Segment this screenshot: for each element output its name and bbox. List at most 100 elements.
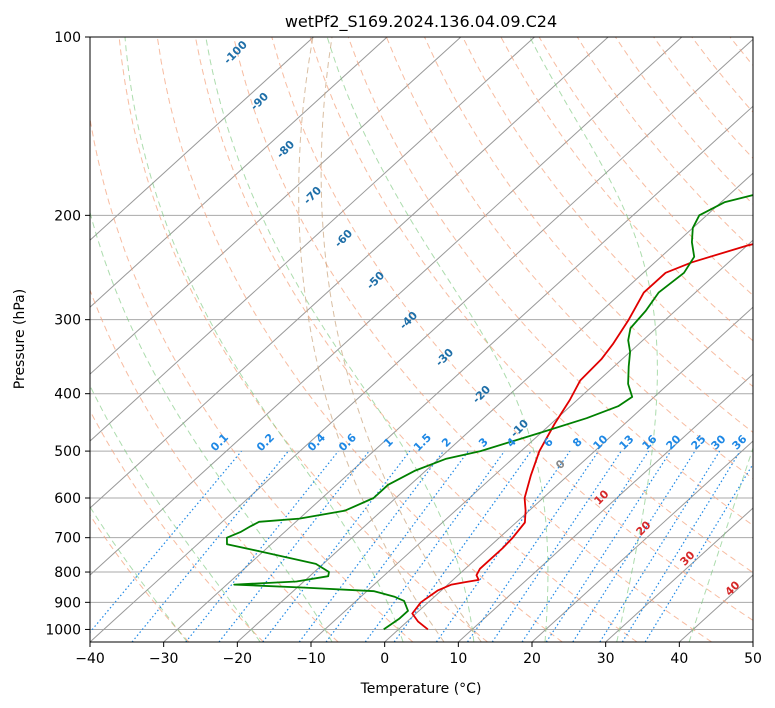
isotherm-grid bbox=[90, 37, 753, 642]
dry-adiabat-line bbox=[271, 37, 753, 621]
isotherm-line bbox=[384, 306, 753, 642]
profile-series bbox=[226, 194, 753, 631]
isotherm-line bbox=[90, 37, 388, 308]
mixing-ratio-label: 6 bbox=[541, 435, 556, 450]
dry-adiabat-line bbox=[309, 37, 753, 574]
mixing-ratio-label: 30 bbox=[709, 432, 729, 452]
mixing-ratio-line bbox=[185, 450, 339, 642]
dry-adiabat-line bbox=[653, 37, 753, 160]
x-tick-label: 40 bbox=[670, 651, 688, 667]
x-tick-label: 10 bbox=[449, 651, 467, 667]
moist-adiabat-line bbox=[90, 505, 188, 642]
x-tick-label: 20 bbox=[523, 651, 541, 667]
isotherm-line bbox=[90, 37, 535, 442]
x-tick-label: 0 bbox=[380, 651, 389, 667]
y-tick-label: 1000 bbox=[45, 622, 81, 638]
isotherm-line bbox=[236, 172, 753, 642]
y-axis-label: Pressure (hPa) bbox=[12, 289, 28, 389]
dry-adiabat-label: -20 bbox=[470, 383, 493, 406]
mixing-ratio-label: 1 bbox=[381, 435, 396, 450]
dry-adiabat-line bbox=[90, 115, 414, 642]
chart-title: wetPf2_S169.2024.136.04.09.C24 bbox=[285, 12, 557, 32]
moist-adiabat-line bbox=[688, 446, 753, 642]
x-tick-label: 50 bbox=[744, 651, 762, 667]
isotherm-line bbox=[605, 507, 753, 642]
mixing-ratio-lines bbox=[90, 450, 753, 642]
isotherm-line bbox=[752, 641, 753, 642]
mixing-ratio-label: 0.4 bbox=[305, 431, 328, 454]
isobar-grid bbox=[90, 37, 753, 630]
y-tick-label: 400 bbox=[54, 387, 81, 403]
dry-adiabat-line bbox=[576, 37, 753, 251]
y-tick-label: 900 bbox=[54, 595, 81, 611]
dry-adiabat-line bbox=[462, 37, 753, 388]
mixing-ratio-line bbox=[621, 450, 741, 642]
isotherm-line bbox=[531, 440, 753, 642]
mixing-ratio-label: 3 bbox=[476, 435, 491, 450]
isotherm-line bbox=[457, 373, 753, 642]
mixing-ratio-line bbox=[298, 450, 445, 642]
dry-adiabat-line bbox=[500, 37, 753, 342]
isotherm-line bbox=[678, 574, 753, 642]
moist-adiabat-line bbox=[90, 384, 261, 642]
mixing-ratio-line bbox=[131, 450, 289, 642]
mixing-ratio-label: 8 bbox=[570, 435, 585, 450]
y-tick-label: 600 bbox=[54, 491, 81, 507]
mixing-ratio-line bbox=[599, 450, 721, 642]
y-axis: 1000 900 800 700 600 500 400 300 200 100 bbox=[45, 30, 90, 638]
dry-adiabat-label: -80 bbox=[274, 138, 297, 161]
dry-adiabat-line bbox=[90, 409, 264, 642]
mixing-ratio-line bbox=[572, 450, 696, 642]
temperature-profile-line bbox=[411, 243, 753, 631]
dewpoint-profile-line bbox=[226, 194, 753, 631]
dry-adiabat-line bbox=[691, 37, 753, 113]
dry-adiabat-label: -60 bbox=[332, 227, 355, 250]
dry-adiabat-line bbox=[233, 37, 712, 642]
moist-adiabat-label: 20 bbox=[634, 518, 654, 538]
mixing-ratio-line bbox=[364, 450, 506, 642]
isotherm-line bbox=[310, 239, 753, 642]
mixing-ratio-line bbox=[218, 450, 370, 642]
dry-adiabat-line bbox=[768, 37, 775, 642]
isotherm-line bbox=[90, 37, 683, 576]
x-axis: −40 −30 −20 −10 0 10 20 30 40 50 bbox=[75, 642, 762, 667]
moist-adiabat-line bbox=[529, 37, 658, 642]
y-tick-label: 700 bbox=[54, 531, 81, 547]
x-tick-label: −20 bbox=[223, 651, 253, 667]
y-tick-label: 500 bbox=[54, 444, 81, 460]
x-tick-label: −40 bbox=[75, 651, 105, 667]
y-tick-label: 100 bbox=[54, 30, 81, 46]
mixing-ratio-line bbox=[545, 450, 672, 642]
mixing-ratio-line bbox=[467, 450, 600, 642]
mixing-ratio-line bbox=[491, 450, 622, 642]
isotherm-line bbox=[90, 37, 609, 509]
mixing-ratio-line bbox=[90, 450, 242, 634]
mixing-ratio-label: 16 bbox=[640, 432, 660, 452]
dry-adiabat-label: -50 bbox=[364, 269, 387, 292]
mixing-ratio-label: 25 bbox=[689, 433, 709, 453]
dry-adiabat-line bbox=[90, 514, 190, 642]
mixing-ratio-label: 20 bbox=[664, 432, 684, 452]
mixing-ratio-label: 36 bbox=[730, 432, 750, 452]
moist-adiabat-label: 40 bbox=[723, 578, 743, 598]
lcl-curve-line bbox=[298, 37, 445, 642]
mixing-ratio-line bbox=[644, 462, 753, 642]
isotherm-line bbox=[90, 37, 314, 241]
dry-adiabat-line bbox=[194, 37, 638, 642]
moist-adiabat-label: 10 bbox=[592, 487, 612, 507]
mixing-ratio-label: 13 bbox=[617, 433, 637, 453]
y-tick-label: 800 bbox=[54, 565, 81, 581]
dry-adiabat-line bbox=[347, 37, 753, 527]
plot-frame bbox=[89, 36, 754, 643]
mixing-ratio-label: 10 bbox=[591, 432, 611, 452]
dry-adiabat-line bbox=[538, 37, 753, 296]
moist-adiabat-label: 0 bbox=[553, 457, 568, 472]
isotherm-line bbox=[163, 105, 753, 642]
x-tick-label: −10 bbox=[296, 651, 326, 667]
moist-adiabat-line bbox=[90, 210, 333, 642]
mixing-ratio-line bbox=[262, 450, 411, 642]
y-tick-label: 300 bbox=[54, 313, 81, 329]
dry-adiabat-line bbox=[118, 37, 488, 642]
dry-adiabat-label: -40 bbox=[397, 309, 420, 332]
